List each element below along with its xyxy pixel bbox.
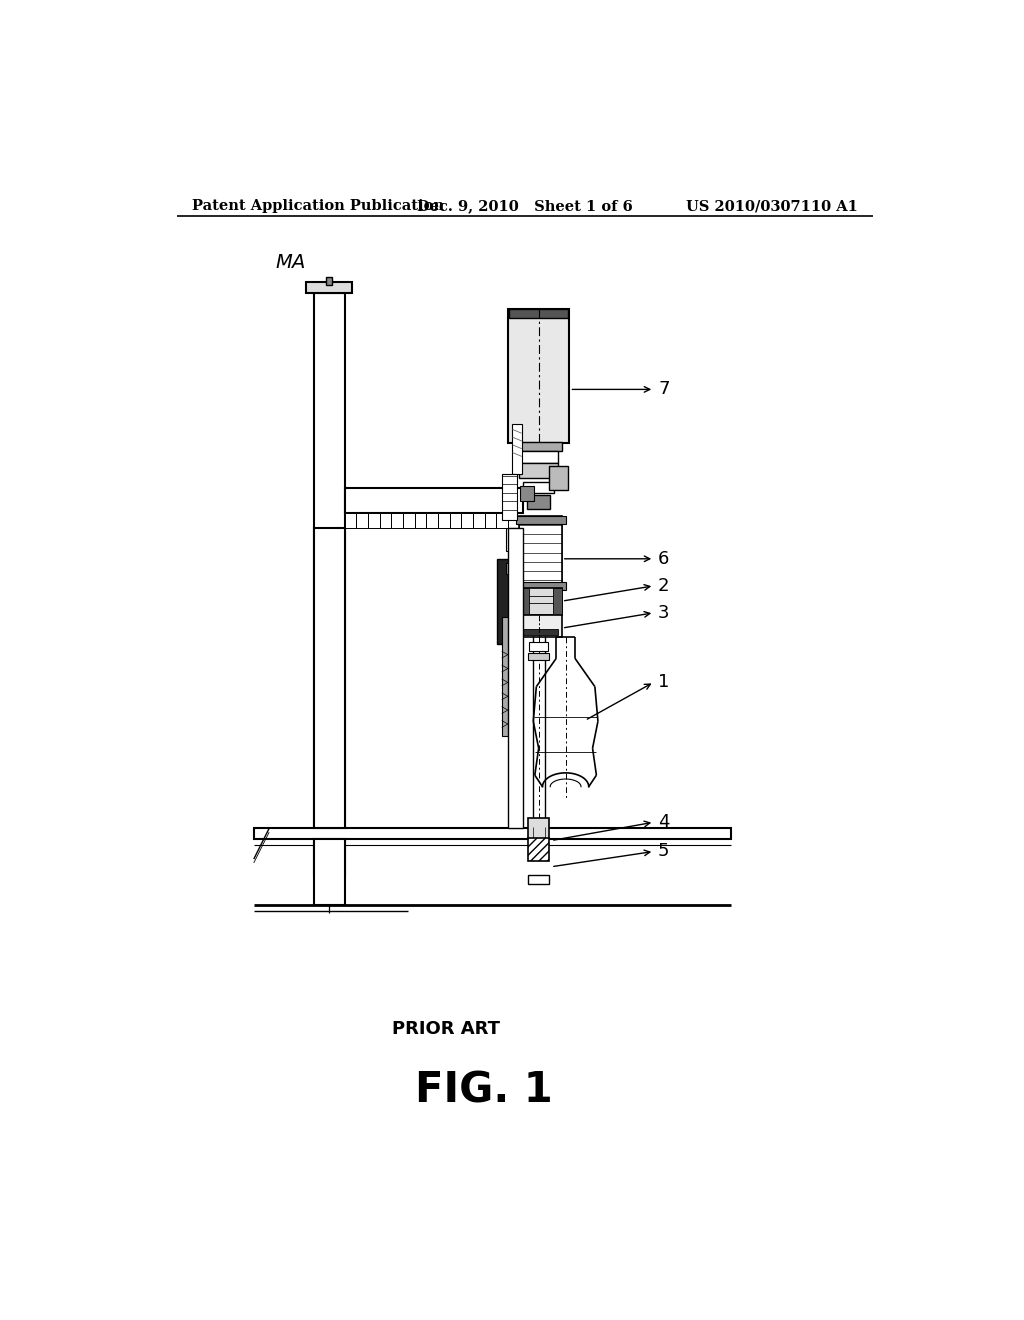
Bar: [345, 512, 356, 528]
Text: 2: 2: [658, 577, 670, 595]
Bar: [515, 516, 565, 524]
Bar: [519, 535, 562, 544]
Bar: [515, 442, 562, 451]
Bar: [519, 525, 562, 535]
Text: Patent Application Publication: Patent Application Publication: [193, 199, 444, 213]
Bar: [345, 488, 523, 512]
Bar: [326, 277, 333, 285]
Bar: [519, 516, 562, 525]
Text: PRIOR ART: PRIOR ART: [392, 1019, 501, 1038]
Bar: [254, 829, 731, 840]
Text: 7: 7: [658, 380, 670, 399]
Bar: [438, 512, 450, 528]
Bar: [519, 462, 558, 478]
Bar: [550, 466, 568, 490]
Bar: [402, 512, 415, 528]
Bar: [502, 616, 514, 737]
Text: 5: 5: [658, 842, 670, 861]
Bar: [368, 512, 380, 528]
Bar: [519, 589, 562, 615]
Bar: [515, 582, 565, 590]
Bar: [380, 512, 391, 528]
Bar: [519, 572, 562, 581]
Bar: [528, 817, 550, 840]
Bar: [391, 512, 402, 528]
Bar: [519, 615, 562, 636]
Text: 1: 1: [658, 673, 670, 690]
Bar: [508, 309, 569, 444]
Bar: [523, 482, 554, 494]
Text: 6: 6: [658, 550, 670, 568]
Bar: [519, 581, 562, 590]
Bar: [497, 558, 518, 644]
Bar: [519, 451, 558, 462]
Bar: [509, 309, 568, 318]
Text: 4: 4: [658, 813, 670, 832]
Bar: [502, 474, 517, 520]
Bar: [528, 653, 550, 660]
Bar: [529, 642, 548, 651]
Bar: [473, 512, 484, 528]
Bar: [450, 512, 461, 528]
Text: $\mathit{MA}$: $\mathit{MA}$: [275, 255, 306, 272]
Bar: [519, 544, 562, 553]
Bar: [306, 282, 352, 293]
Text: Dec. 9, 2010   Sheet 1 of 6: Dec. 9, 2010 Sheet 1 of 6: [417, 199, 633, 213]
Bar: [519, 553, 562, 562]
Bar: [519, 589, 528, 615]
Bar: [553, 589, 562, 615]
Bar: [313, 293, 345, 875]
Bar: [313, 840, 345, 906]
Bar: [528, 875, 550, 884]
Bar: [506, 562, 520, 574]
Bar: [461, 512, 473, 528]
Bar: [520, 486, 535, 502]
Bar: [527, 495, 550, 508]
Bar: [415, 512, 426, 528]
Text: 3: 3: [658, 603, 670, 622]
Bar: [497, 512, 508, 528]
Bar: [313, 528, 345, 829]
Bar: [512, 424, 521, 474]
Text: FIG. 1: FIG. 1: [416, 1069, 553, 1111]
Bar: [506, 528, 520, 552]
Bar: [523, 628, 558, 635]
Bar: [519, 562, 562, 572]
Bar: [519, 516, 562, 590]
Bar: [356, 512, 368, 528]
Bar: [508, 528, 523, 829]
Text: US 2010/0307110 A1: US 2010/0307110 A1: [685, 199, 857, 213]
Bar: [528, 838, 550, 861]
Bar: [484, 512, 497, 528]
Bar: [426, 512, 438, 528]
